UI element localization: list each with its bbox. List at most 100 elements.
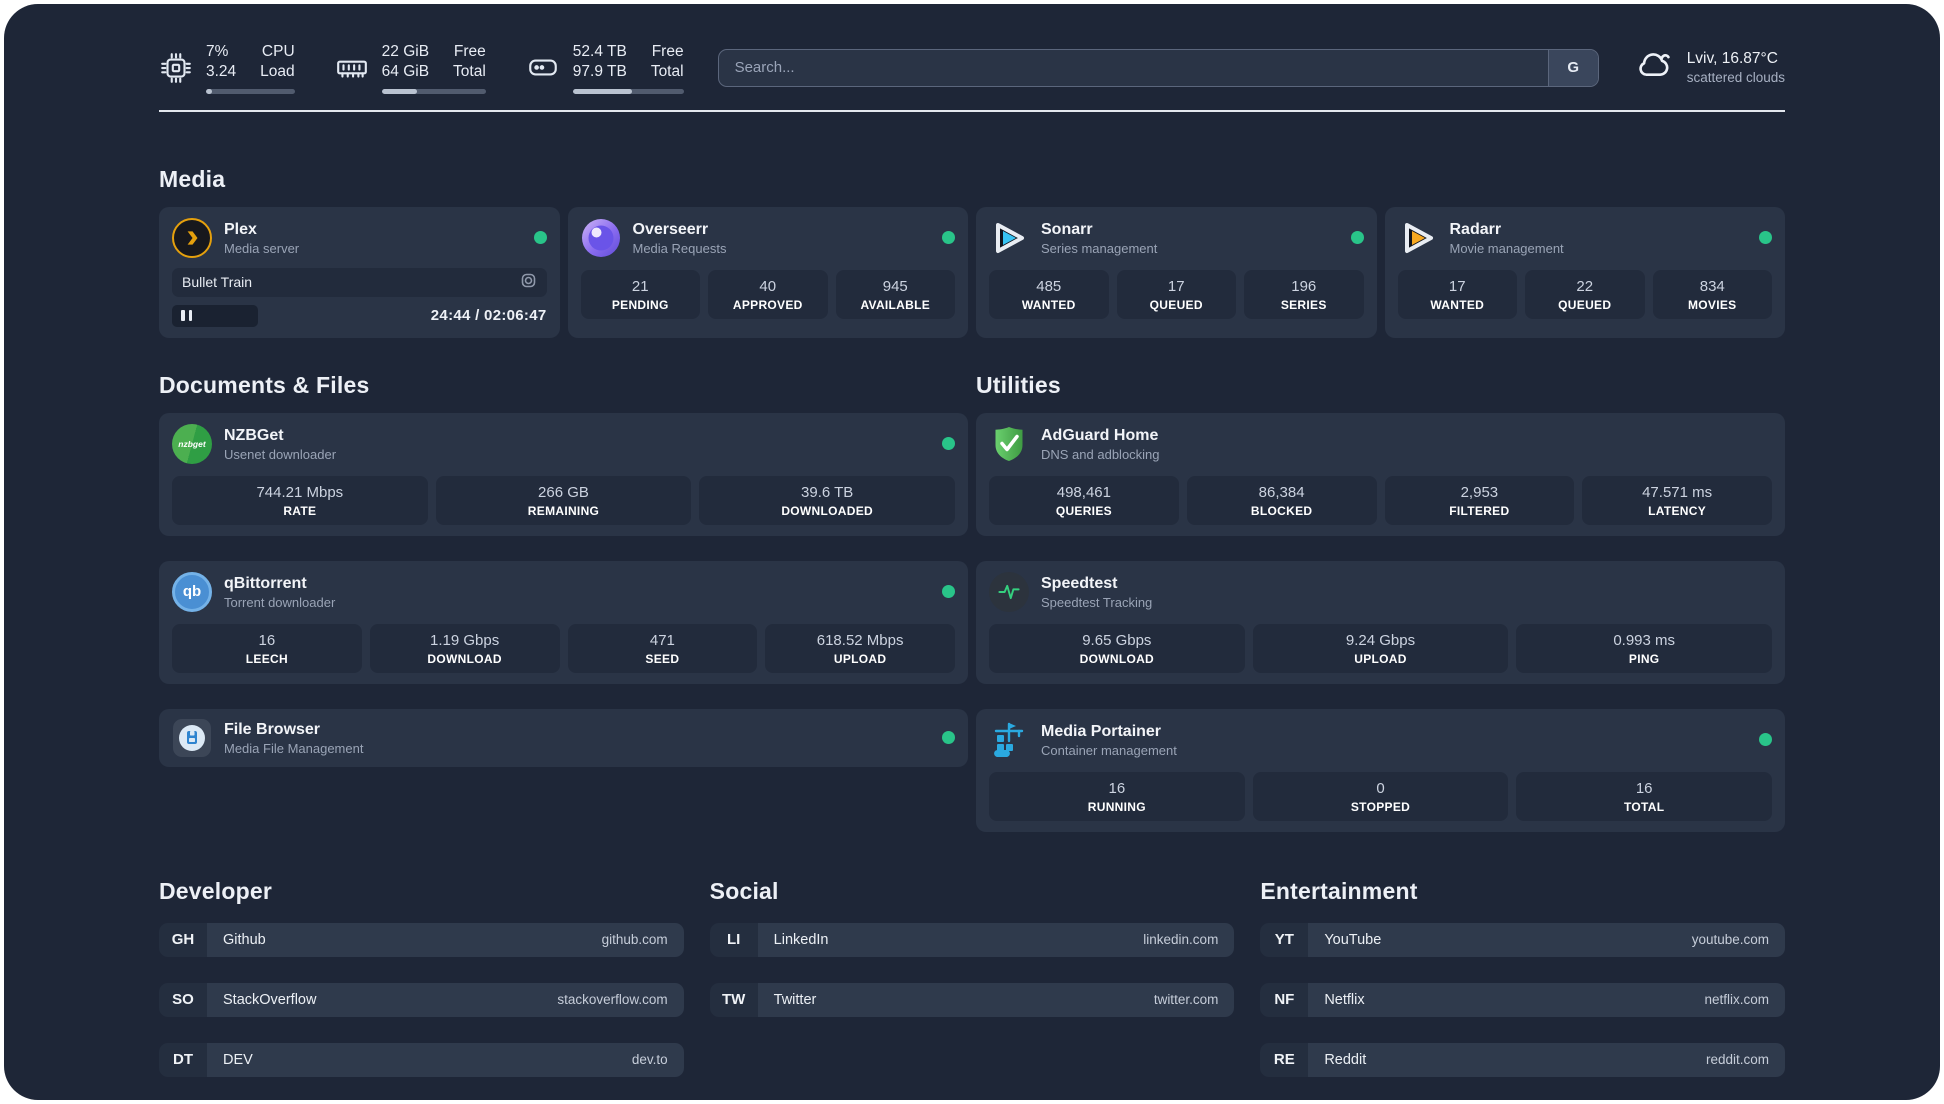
adguard-icon [989,424,1029,464]
service-card-overseerr[interactable]: Overseerr Media Requests 21 PENDING 40 A… [567,206,968,338]
stat-tile: 618.52 Mbps UPLOAD [765,623,955,673]
bookmark-netflix[interactable]: NF Netflix netflix.com [1260,982,1785,1017]
service-name: Radarr [1449,220,1502,238]
now-playing-title: Bullet Train [182,274,253,291]
service-card-sonarr[interactable]: Sonarr Series management 485 WANTED 17 Q… [976,206,1377,338]
bookmark-twitter[interactable]: TW Twitter twitter.com [709,982,1235,1017]
bookmark-abbr: LI [709,922,758,957]
stat-tile: 40 APPROVED [708,269,828,319]
header-divider [159,109,1785,112]
plex-icon [172,217,212,258]
stat-value: 485 [1036,277,1062,295]
service-card-plex[interactable]: Plex Media server Bullet Train [159,206,560,338]
service-name: AdGuard Home [1041,426,1159,444]
bookmark-group-entertainment: Entertainment YT YouTube youtube.com NF … [1260,878,1785,1100]
stat-value: 945 [882,277,908,295]
service-card-nzbget[interactable]: nzbget NZBGet Usenet downloader 744.21 M… [159,412,968,536]
service-card-speedtest[interactable]: Speedtest Speedtest Tracking 9.65 Gbps D… [976,560,1785,684]
cpu-progress-bar [206,88,295,94]
service-desc: Media Requests [632,241,727,256]
disk-stat: 52.4 TB 97.9 TB Free Total [526,42,684,94]
stat-label: DOWNLOAD [427,651,502,666]
cloud-icon [1633,44,1675,91]
bookmark-youtube[interactable]: YT YouTube youtube.com [1260,922,1785,957]
service-desc: DNS and adblocking [1041,447,1160,462]
weather-condition: scattered clouds [1686,70,1785,86]
stat-value: 16 [1635,779,1653,797]
overseerr-icon [581,218,621,258]
bookmark-url: youtube.com [1691,932,1769,948]
stat-label: WANTED [1430,297,1485,312]
bookmark-linkedin[interactable]: LI LinkedIn linkedin.com [709,922,1235,957]
stat-label: LATENCY [1648,503,1707,518]
bookmark-abbr: GH [159,922,207,957]
stat-tile: 16 TOTAL [1516,771,1772,821]
stat-value: 21 [631,277,649,295]
service-card-radarr[interactable]: Radarr Movie management 17 WANTED 22 QUE… [1384,206,1785,338]
stat-tile: 834 MOVIES [1652,269,1772,319]
service-name: File Browser [224,720,321,738]
service-card-adguard[interactable]: AdGuard Home DNS and adblocking 498,461 … [976,412,1785,536]
bookmark-url: github.com [601,932,668,948]
bookmark-stackoverflow[interactable]: SO StackOverflow stackoverflow.com [159,982,684,1017]
stat-tile: 47.571 ms LATENCY [1582,475,1772,525]
disk-icon [526,51,560,85]
service-name: Speedtest [1041,574,1118,592]
bookmark-github[interactable]: GH Github github.com [159,922,684,957]
bookmark-abbr: YT [1260,922,1309,957]
stat-tile: 16 LEECH [172,623,362,673]
stat-tile: 22 QUEUED [1525,269,1645,319]
stat-label: BLOCKED [1250,503,1313,518]
bookmark-url: dev.to [631,1052,668,1068]
qbittorrent-icon: qb [172,571,212,612]
stat-label: MOVIES [1688,297,1737,312]
service-name: Sonarr [1041,220,1093,238]
filebrowser-icon [172,718,212,758]
pause-button[interactable] [172,304,258,327]
stat-label: APPROVED [732,297,803,312]
stat-tile: 266 GB REMAINING [435,475,692,525]
service-card-filebrowser[interactable]: File Browser Media File Management [159,708,968,767]
stat-tile: 498,461 QUERIES [989,475,1179,525]
bookmark-url: reddit.com [1705,1052,1769,1068]
bookmark-abbr: NF [1260,982,1309,1017]
cpu-usage: 7% [206,43,229,60]
bookmark-dev[interactable]: DT DEV dev.to [159,1042,684,1077]
playback-time: 24:44 / 02:06:47 [430,307,547,325]
weather-location-temp: Lviv, 16.87°C [1686,50,1778,68]
stat-label: SEED [645,651,680,666]
search-bar: G [717,48,1599,87]
search-input[interactable] [718,49,1548,86]
service-card-portainer[interactable]: Media Portainer Container management 16 … [976,708,1785,832]
bookmark-name: Twitter [773,991,817,1008]
stat-label: SERIES [1280,297,1327,312]
stat-tile: 86,384 BLOCKED [1186,475,1377,525]
memory-stat: 22 GiB 64 GiB Free Total [335,42,486,94]
stat-label: DOWNLOAD [1079,651,1155,666]
cpu-label: CPU [261,43,295,60]
bookmark-reddit[interactable]: RE Reddit reddit.com [1260,1042,1785,1077]
stat-value: 9.24 Gbps [1345,631,1416,649]
cpu-stat: 7% 3.24 CPU Load [159,42,295,94]
ram-free-label: Free [453,43,486,60]
stat-label: DOWNLOADED [781,503,873,518]
service-card-qbittorrent[interactable]: qb qBittorrent Torrent downloader 16 LEE… [159,560,968,684]
stat-value: 744.21 Mbps [256,483,344,501]
bookmark-group-developer: Developer GH Github github.com SO StackO… [159,878,684,1100]
section-title-media: Media [159,165,226,192]
stat-value: 16 [1108,779,1126,797]
stat-label: STOPPED [1350,799,1411,814]
weather-widget: Lviv, 16.87°C scattered clouds [1633,44,1785,91]
bookmark-name: Netflix [1324,991,1365,1008]
bookmark-url: linkedin.com [1143,932,1219,948]
disk-progress-bar [572,88,684,94]
stat-tile: 945 AVAILABLE [835,269,955,319]
bookmark-name: DEV [223,1051,253,1068]
stat-tile: 9.65 Gbps DOWNLOAD [989,623,1245,673]
stat-value: 2,953 [1460,483,1499,501]
stat-label: UPLOAD [1354,651,1407,666]
search-provider-button[interactable]: G [1547,49,1598,86]
status-dot [942,585,955,599]
stat-tile: 16 RUNNING [989,771,1245,821]
stat-label: QUERIES [1055,503,1112,518]
